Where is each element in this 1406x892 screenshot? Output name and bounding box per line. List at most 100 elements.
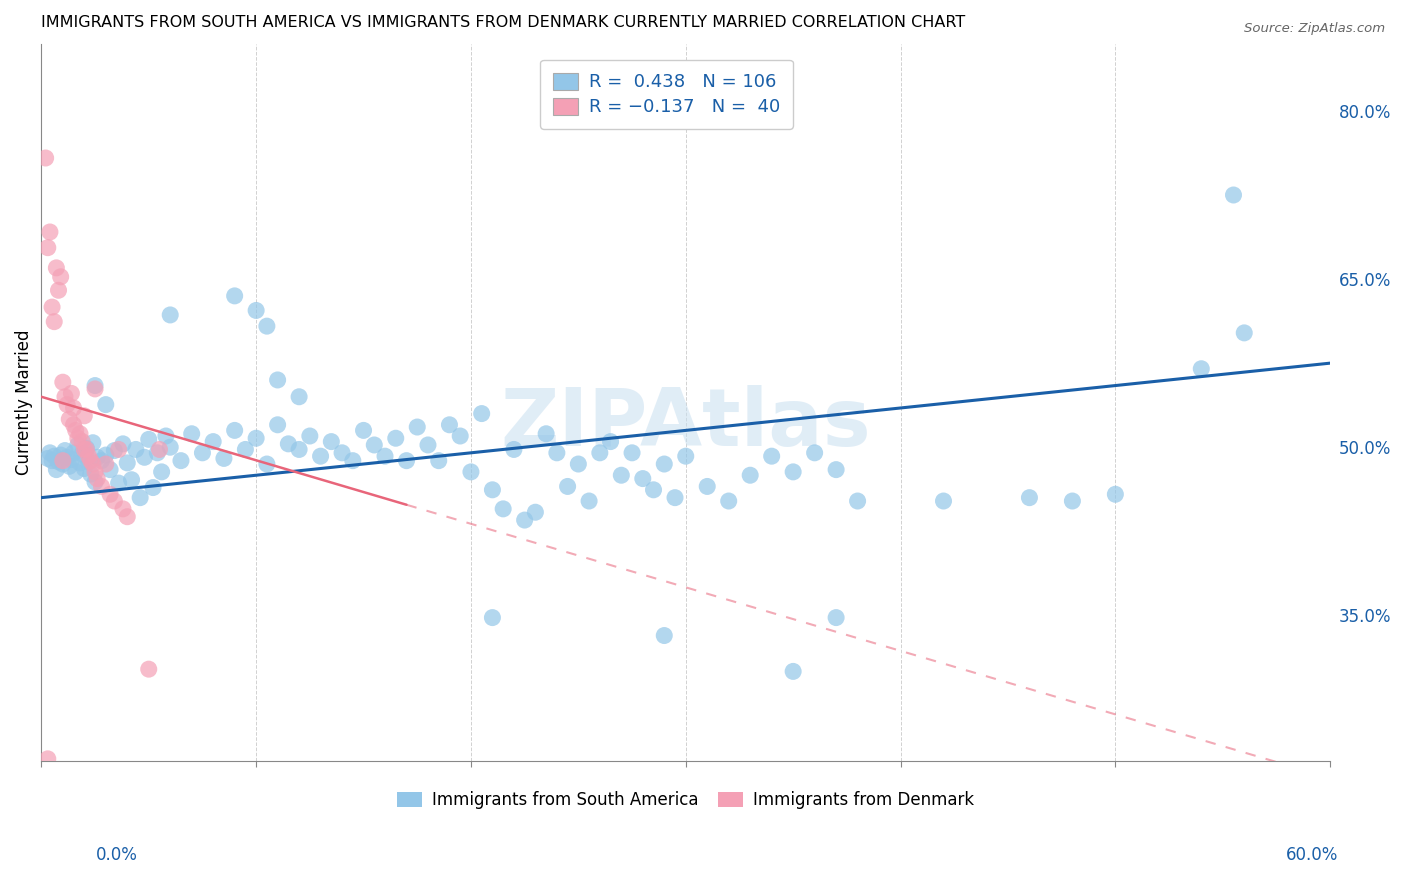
Point	[75, 442, 97, 457]
Point	[65, 424, 87, 438]
Point	[610, 468, 633, 483]
Point	[643, 483, 665, 497]
Point	[224, 424, 246, 438]
Point	[41, 300, 63, 314]
Point	[44, 315, 66, 329]
Point	[129, 491, 152, 505]
Point	[66, 438, 89, 452]
Point	[82, 457, 104, 471]
Point	[107, 442, 129, 457]
Point	[803, 446, 825, 460]
Point	[103, 494, 125, 508]
Point	[599, 434, 621, 449]
Text: Source: ZipAtlas.com: Source: ZipAtlas.com	[1244, 22, 1385, 36]
Point	[73, 461, 96, 475]
Point	[73, 442, 96, 457]
Point	[41, 453, 63, 467]
Point	[86, 472, 108, 486]
Point	[77, 449, 100, 463]
Point	[62, 401, 84, 415]
Point	[48, 455, 70, 469]
Point	[103, 443, 125, 458]
Point	[534, 426, 557, 441]
Point	[557, 479, 579, 493]
Point	[117, 456, 139, 470]
Point	[235, 442, 257, 457]
Point	[65, 465, 87, 479]
Point	[825, 610, 848, 624]
Point	[49, 448, 72, 462]
Point	[471, 407, 494, 421]
Point	[1062, 494, 1084, 508]
Point	[34, 767, 56, 781]
Point	[44, 449, 66, 463]
Point	[134, 450, 156, 465]
Point	[60, 386, 83, 401]
Point	[170, 453, 193, 467]
Point	[1222, 188, 1244, 202]
Point	[117, 509, 139, 524]
Point	[94, 448, 117, 462]
Point	[98, 487, 121, 501]
Point	[70, 434, 93, 449]
Point	[846, 494, 869, 508]
Text: 0.0%: 0.0%	[96, 846, 138, 863]
Point	[224, 289, 246, 303]
Point	[513, 513, 536, 527]
Point	[460, 465, 482, 479]
Point	[53, 443, 76, 458]
Point	[60, 452, 83, 467]
Point	[148, 442, 170, 457]
Point	[374, 449, 396, 463]
Point	[80, 467, 103, 482]
Point	[621, 446, 644, 460]
Point	[45, 260, 67, 275]
Text: ZIPAtlas: ZIPAtlas	[501, 384, 872, 463]
Point	[37, 752, 59, 766]
Point	[675, 449, 697, 463]
Point	[427, 453, 450, 467]
Point	[782, 665, 804, 679]
Point	[98, 462, 121, 476]
Point	[395, 453, 418, 467]
Point	[94, 398, 117, 412]
Point	[82, 435, 104, 450]
Point	[111, 501, 134, 516]
Point	[1233, 326, 1256, 340]
Point	[62, 417, 84, 432]
Y-axis label: Currently Married: Currently Married	[15, 330, 32, 475]
Point	[309, 449, 332, 463]
Point	[439, 417, 461, 432]
Point	[86, 450, 108, 465]
Point	[159, 440, 181, 454]
Point	[353, 424, 375, 438]
Point	[138, 433, 160, 447]
Point	[69, 456, 91, 470]
Point	[503, 442, 526, 457]
Point	[58, 412, 80, 426]
Point	[321, 434, 343, 449]
Point	[652, 457, 675, 471]
Point	[121, 473, 143, 487]
Text: IMMIGRANTS FROM SOUTH AMERICA VS IMMIGRANTS FROM DENMARK CURRENTLY MARRIED CORRE: IMMIGRANTS FROM SOUTH AMERICA VS IMMIGRA…	[41, 15, 966, 30]
Point	[782, 465, 804, 479]
Point	[761, 449, 783, 463]
Point	[37, 451, 59, 466]
Point	[740, 468, 762, 483]
Point	[717, 494, 740, 508]
Point	[142, 481, 165, 495]
Point	[406, 420, 429, 434]
Point	[245, 431, 267, 445]
Point	[288, 442, 311, 457]
Point	[69, 426, 91, 441]
Point	[449, 429, 471, 443]
Point	[52, 453, 75, 467]
Point	[245, 303, 267, 318]
Point	[256, 319, 278, 334]
Point	[330, 446, 353, 460]
Point	[80, 453, 103, 467]
Point	[90, 479, 112, 493]
Point	[1189, 361, 1212, 376]
Point	[66, 431, 89, 445]
Point	[696, 479, 718, 493]
